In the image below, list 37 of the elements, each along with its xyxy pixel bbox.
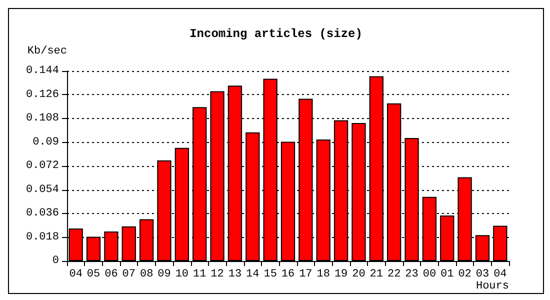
x-tick-label: 16 (281, 268, 295, 280)
x-tick-label: 14 (246, 268, 260, 280)
x-tick-label: 08 (140, 268, 154, 280)
x-tick-label: 06 (104, 268, 118, 280)
x-tick-label: 15 (264, 268, 277, 280)
y-tick-label: 0 (52, 255, 59, 267)
y-axis-title: Kb/sec (27, 46, 67, 58)
y-tick-label: 0.09 (32, 136, 59, 148)
x-tick-label: 20 (352, 268, 366, 280)
x-tick-label: 12 (210, 268, 224, 280)
y-tick-label: 0.126 (26, 88, 59, 101)
y-tick-label: 0.072 (26, 160, 59, 172)
x-tick-label: 02 (458, 268, 472, 280)
x-tick-label: 05 (86, 268, 100, 280)
x-tick-label: 18 (316, 268, 330, 280)
y-tick-label: 0.018 (26, 231, 59, 244)
x-tick-label: 00 (422, 268, 436, 280)
x-tick-label: 19 (334, 268, 348, 280)
x-tick-label: 03 (476, 268, 490, 280)
x-tick-label: 04 (69, 268, 83, 280)
y-tick-label: 0.054 (26, 184, 60, 196)
x-tick-label: 22 (387, 268, 401, 280)
x-tick-label: 23 (405, 268, 418, 280)
x-tick-label: 21 (370, 268, 384, 280)
x-tick-label: 04 (494, 268, 508, 280)
x-tick-label: 09 (158, 268, 171, 280)
y-tick-label: 0.108 (26, 112, 59, 124)
x-tick-label: 11 (193, 268, 207, 280)
y-tick-label: 0.144 (26, 65, 60, 77)
y-tick-label: 0.036 (26, 208, 59, 220)
x-axis-title: Hours (476, 280, 509, 292)
chart-title: Incoming articles (size) (190, 27, 362, 41)
x-tick-label: 13 (228, 268, 242, 280)
x-tick-label: 10 (175, 268, 189, 280)
x-tick-label: 17 (299, 268, 312, 280)
x-tick-label: 07 (122, 268, 136, 280)
x-tick-label: 01 (440, 268, 454, 280)
